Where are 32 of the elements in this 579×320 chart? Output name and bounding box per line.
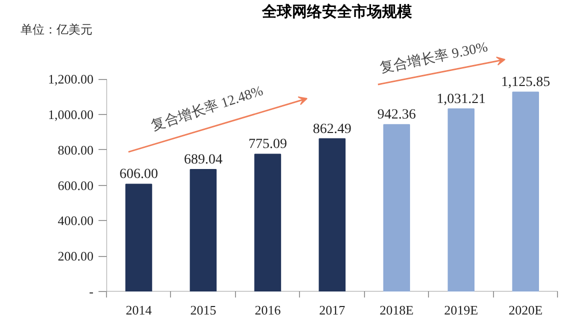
data-label: 689.04 [184,152,222,168]
bar [318,138,346,292]
x-tick-label: 2019E [444,302,478,318]
data-label: 942.36 [377,108,416,123]
data-label: 775.09 [248,137,287,152]
y-tick-label: - [89,284,94,299]
y-tick-label: 200.00 [58,248,94,264]
x-tick-label: 2016 [254,302,282,318]
bar [383,124,410,292]
bar [512,92,539,292]
annotation: 复合增长率 12.48% [149,82,266,134]
y-tick-label: 400.00 [58,213,94,228]
bar [125,184,152,292]
x-tick-label: 2017 [319,302,346,318]
y-tick-label: 600.00 [58,178,94,193]
bar [448,108,475,292]
data-label: 606.00 [119,167,158,182]
y-tick-label: 1,000.00 [48,106,94,122]
x-tick-label: 2020E [508,302,543,318]
y-tick-label: 800.00 [58,142,94,158]
data-label: 1,031.21 [436,92,486,107]
chart-title: 全球网络安全市场规模 [261,2,413,20]
x-tick-label: 2015 [190,302,216,318]
data-label: 1,125.85 [501,75,550,90]
bar [254,154,282,292]
bar [190,168,217,292]
text: 单位：亿美元 [20,22,92,36]
text: 复合增长率 9.30% [378,39,490,77]
y-tick-label: 1,200.00 [48,72,94,86]
x-tick-label: 2014 [126,302,152,318]
data-label: 862.49 [312,122,352,137]
x-tick-label: 2018E [380,302,414,318]
